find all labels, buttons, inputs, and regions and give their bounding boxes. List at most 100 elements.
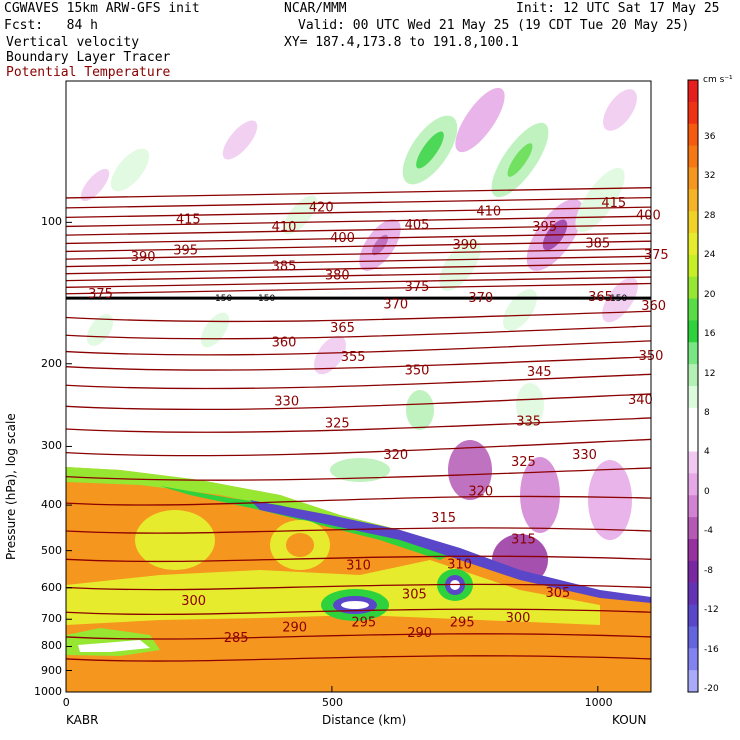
field-potential-temperature: Potential Temperature [6, 65, 171, 80]
y-tick-label: 300 [41, 439, 62, 453]
isentrope-label: 315 [431, 511, 456, 526]
colorbar-frame [687, 79, 699, 693]
tropopause-marker-label: 150 [610, 294, 627, 304]
isentrope-line [66, 633, 651, 640]
isentrope-label: 400 [330, 231, 355, 246]
isentrope-label: 360 [272, 335, 297, 350]
isentrope-line [66, 467, 651, 481]
colorbar-swatch [688, 342, 698, 365]
colorbar-swatch [688, 211, 698, 234]
y-tick-label: 800 [41, 639, 62, 653]
isentrope-label: 300 [181, 594, 206, 609]
contour-labels: 415 420 410 405 410 415 400 395 400 390 395 390 385 3… [88, 196, 669, 646]
isentrope-label: 385 [585, 236, 610, 251]
x-tick-label: 0 [62, 696, 70, 709]
isentrope-label: 350 [405, 363, 430, 378]
y-tick-label: 100 [41, 215, 62, 229]
isentrope-label: 405 [405, 218, 430, 233]
colorbar-swatch [688, 298, 698, 321]
isentrope-label: 360 [641, 299, 666, 314]
y-tick-label: 1000 [34, 685, 62, 698]
potential-temperature-contours [66, 187, 651, 662]
colorbar-unit: cm s⁻¹ [703, 75, 733, 85]
field-boundary-layer-tracer: Boundary Layer Tracer [6, 50, 171, 65]
isentrope-label: 310 [447, 558, 472, 573]
colorbar [687, 79, 699, 693]
x-start-station: KABR [66, 713, 99, 727]
isentrope-label: 335 [516, 414, 541, 429]
isentrope-line [66, 356, 651, 371]
colorbar-swatch [688, 670, 698, 693]
isentrope-line [66, 373, 651, 390]
colorbar-swatch [688, 276, 698, 300]
colorbar-swatch [688, 320, 698, 343]
colorbar-label: 8 [704, 408, 710, 418]
isentrope-label: 345 [527, 365, 552, 380]
isentrope-line [66, 196, 651, 209]
isentrope-label: 385 [272, 259, 297, 274]
plot-frame [65, 80, 652, 693]
colorbar-label: -20 [704, 684, 719, 694]
colorbar-swatch [688, 560, 698, 584]
isentrope-line [66, 583, 651, 591]
colorbar-swatch [688, 233, 698, 256]
colorbar-swatch [688, 582, 698, 606]
isentrope-line [66, 262, 651, 275]
isentrope-label: 370 [383, 298, 408, 313]
isentrope-label: 380 [325, 269, 350, 284]
x-tick-label: 500 [322, 696, 343, 709]
isentrope-label: 375 [88, 287, 113, 302]
colorbar-label: -16 [704, 644, 719, 655]
colorbar-swatch [688, 407, 698, 431]
colorbar-swatch [688, 517, 698, 540]
isentrope-label: 395 [173, 243, 198, 258]
y-tick-label: 700 [41, 612, 62, 626]
colorbar-label: -12 [704, 605, 719, 616]
isentrope-label: 395 [532, 220, 557, 235]
colorbar-label: 4 [704, 447, 710, 458]
cross-section-endpoints: XY= 187.4,173.8 to 191.8,100.1 [284, 35, 519, 50]
run-title: CGWAVES 15km ARW-GFS init [4, 1, 200, 16]
isentrope-label: 305 [546, 586, 571, 601]
y-axis-label: Pressure (hPa), log scale [4, 413, 18, 560]
isentrope-label: 400 [636, 208, 661, 223]
y-tick-label: 600 [41, 580, 62, 594]
isentrope-label: 355 [341, 350, 366, 365]
isentrope-label: 415 [601, 196, 626, 211]
isentrope-label: 420 [309, 200, 334, 215]
isentrope-label: 295 [450, 615, 475, 630]
isentrope-line [66, 215, 651, 228]
isentrope-line [66, 495, 651, 506]
isentrope-line [66, 269, 651, 282]
y-tick-label: 400 [41, 498, 62, 512]
colorbar-swatch [688, 386, 698, 409]
colorbar-swatch [688, 626, 698, 649]
init-time: Init: 12 UTC Sat 17 May 25 [516, 1, 720, 16]
axis-ticks [65, 221, 599, 693]
colorbar-label: 16 [704, 329, 716, 340]
colorbar-label: 36 [704, 132, 716, 142]
isentrope-line [66, 393, 651, 411]
isentrope-line [66, 255, 651, 268]
isentrope-line [66, 325, 651, 340]
isentrope-line [66, 655, 651, 662]
tropopause-marker-label: 150 [258, 294, 275, 304]
colorbar-label: 0 [704, 486, 710, 497]
colorbar-label: 12 [704, 368, 716, 379]
colorbar-label: 32 [704, 171, 716, 182]
colorbar-label: -8 [704, 565, 713, 576]
isentrope-label: 320 [383, 448, 408, 463]
colorbar-swatch [688, 364, 698, 387]
isentrope-line [66, 240, 651, 253]
isentrope-label: 410 [272, 220, 297, 235]
colorbar-swatch [688, 167, 698, 190]
isentrope-line [66, 340, 651, 356]
isentrope-label: 315 [511, 533, 536, 548]
isentrope-line [66, 608, 651, 616]
colorbar-label: 28 [704, 210, 716, 221]
colorbar-swatch [688, 473, 698, 496]
colorbar-swatch [688, 123, 698, 147]
colorbar-label: 20 [704, 289, 716, 300]
isentrope-label: 375 [644, 248, 669, 263]
isentrope-line [66, 248, 651, 260]
